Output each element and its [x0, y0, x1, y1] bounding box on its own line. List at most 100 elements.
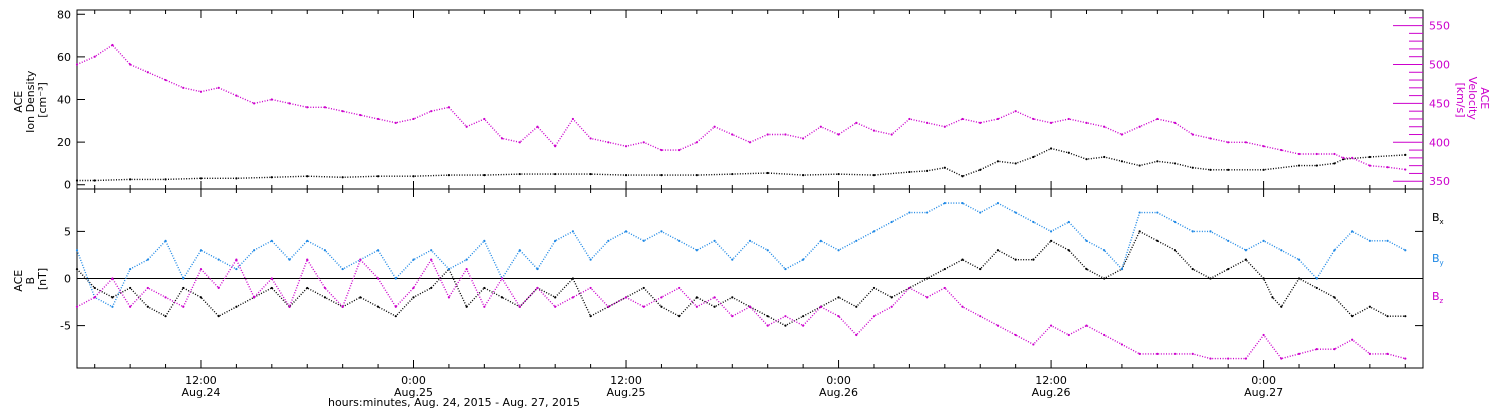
point-bx — [872, 286, 876, 290]
point-bz — [253, 296, 256, 299]
point-bz — [1067, 333, 1070, 337]
point-velocity — [872, 129, 876, 132]
point-by — [908, 211, 911, 214]
velocity-tick-label: 350 — [1429, 175, 1450, 188]
point-bz — [589, 286, 592, 290]
point-bz — [1120, 343, 1124, 346]
point-bz — [802, 324, 805, 327]
point-density — [872, 174, 876, 177]
point-bz — [1209, 357, 1212, 360]
point-velocity — [164, 78, 167, 82]
time-tick-label: 0:00 — [1251, 374, 1276, 387]
point-bz — [979, 315, 982, 318]
point-velocity — [961, 117, 964, 121]
point-velocity — [855, 121, 858, 124]
point-velocity — [713, 125, 716, 128]
point-bx — [979, 267, 982, 271]
point-by — [943, 202, 946, 205]
velocity-axis-title-line-3: [km/s] — [1454, 82, 1467, 117]
point-bz — [872, 315, 876, 318]
point-by — [589, 258, 592, 261]
point-bx — [1049, 239, 1053, 242]
point-bx — [1351, 315, 1354, 318]
point-density — [624, 174, 628, 177]
point-density — [589, 172, 592, 176]
point-bz — [819, 305, 822, 308]
point-bx — [589, 315, 592, 318]
point-bx — [217, 315, 220, 318]
series-bx — [76, 230, 1406, 327]
point-by — [536, 267, 539, 271]
point-bx — [1280, 305, 1283, 308]
point-by — [518, 249, 521, 252]
point-bx — [235, 305, 238, 308]
bottom-panel: -5 0 5 ACE B [nT] Bx By Bz — [12, 188, 1444, 369]
point-by — [1191, 230, 1194, 233]
point-velocity — [341, 110, 344, 113]
point-density — [1297, 164, 1301, 167]
point-bz — [1138, 352, 1141, 355]
point-bz — [607, 305, 610, 308]
point-velocity — [1049, 121, 1053, 124]
point-bz — [430, 258, 433, 261]
point-bz — [943, 286, 946, 290]
series-density — [77, 147, 1406, 182]
point-velocity — [571, 117, 574, 121]
series-velocity — [76, 44, 1406, 171]
density-tick-label: 20 — [57, 136, 71, 149]
point-bx — [199, 296, 203, 299]
point-bz — [1014, 333, 1017, 337]
point-bx — [1315, 286, 1318, 290]
point-velocity — [607, 141, 610, 144]
legend-bx-subscript: x — [1440, 218, 1444, 226]
point-bx — [766, 315, 769, 318]
point-by — [1262, 239, 1265, 242]
legend-bz-subscript: z — [1440, 297, 1444, 305]
point-velocity — [1297, 152, 1301, 156]
point-density — [129, 178, 132, 181]
point-bx — [731, 296, 734, 299]
point-density — [1138, 164, 1141, 167]
point-bx — [1386, 315, 1389, 318]
point-velocity — [1280, 148, 1283, 152]
point-by — [306, 239, 309, 242]
point-bx — [855, 305, 858, 308]
point-by — [1067, 220, 1070, 224]
point-bx — [571, 277, 574, 280]
point-velocity — [376, 117, 380, 121]
point-density — [1262, 168, 1265, 171]
point-velocity — [483, 117, 486, 121]
point-by — [75, 249, 79, 252]
point-velocity — [837, 133, 840, 136]
point-bx — [75, 267, 79, 271]
point-bz — [1404, 357, 1407, 360]
point-bz — [1049, 324, 1053, 327]
point-bz — [199, 267, 203, 271]
point-velocity — [1227, 141, 1230, 144]
point-density — [1156, 160, 1159, 163]
b-tick-label: 0 — [64, 273, 71, 286]
point-density — [660, 174, 663, 177]
point-velocity — [1333, 152, 1336, 156]
point-bz — [1227, 357, 1230, 360]
point-bz — [624, 296, 628, 299]
point-velocity — [1103, 125, 1106, 128]
point-bz — [784, 315, 787, 318]
point-bz — [270, 277, 273, 280]
point-by — [447, 267, 451, 271]
time-tick-label: 12:00 — [610, 374, 642, 387]
point-velocity — [642, 141, 645, 144]
point-velocity — [1262, 145, 1265, 148]
point-by — [412, 258, 415, 261]
point-bx — [802, 315, 805, 318]
point-velocity — [1120, 133, 1124, 136]
point-bz — [75, 305, 79, 308]
point-by — [1315, 277, 1318, 280]
point-bx — [93, 286, 96, 290]
point-bx — [660, 305, 663, 308]
point-bx — [1333, 296, 1336, 299]
point-by — [890, 220, 893, 224]
point-by — [554, 239, 557, 242]
legend-by-subscript: y — [1440, 259, 1444, 267]
point-bx — [1067, 249, 1070, 252]
